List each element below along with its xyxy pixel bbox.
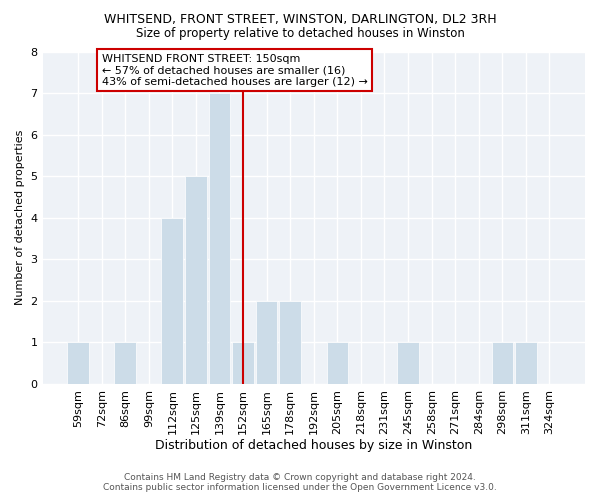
X-axis label: Distribution of detached houses by size in Winston: Distribution of detached houses by size … (155, 440, 472, 452)
Text: Contains HM Land Registry data © Crown copyright and database right 2024.
Contai: Contains HM Land Registry data © Crown c… (103, 473, 497, 492)
Bar (515, 342, 537, 384)
Bar (209, 93, 230, 384)
Bar (232, 342, 254, 384)
Y-axis label: Number of detached properties: Number of detached properties (15, 130, 25, 306)
Bar (397, 342, 419, 384)
Bar (491, 342, 513, 384)
Text: WHITSEND FRONT STREET: 150sqm
← 57% of detached houses are smaller (16)
43% of s: WHITSEND FRONT STREET: 150sqm ← 57% of d… (101, 54, 367, 87)
Bar (115, 342, 136, 384)
Bar (67, 342, 89, 384)
Bar (326, 342, 348, 384)
Bar (256, 301, 277, 384)
Bar (161, 218, 183, 384)
Text: Size of property relative to detached houses in Winston: Size of property relative to detached ho… (136, 28, 464, 40)
Text: WHITSEND, FRONT STREET, WINSTON, DARLINGTON, DL2 3RH: WHITSEND, FRONT STREET, WINSTON, DARLING… (104, 12, 496, 26)
Bar (280, 301, 301, 384)
Bar (185, 176, 207, 384)
